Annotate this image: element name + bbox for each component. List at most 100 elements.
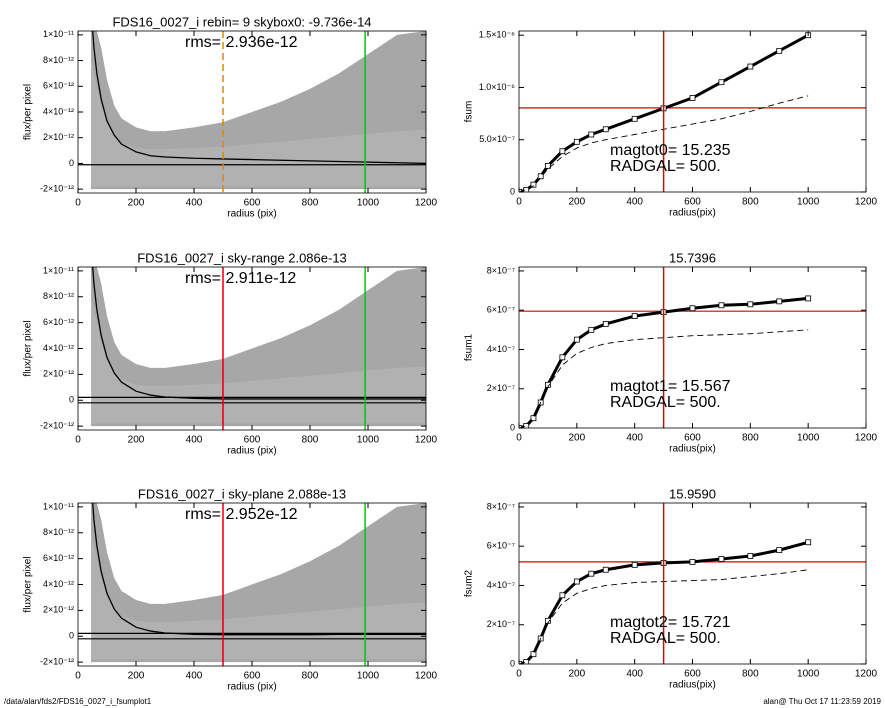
- annotation: magtot0= 15.235: [610, 142, 731, 159]
- square-marker: [747, 63, 754, 70]
- x-tick-label: 0: [75, 671, 81, 682]
- scatter-band: [91, 296, 426, 424]
- square-marker: [530, 415, 537, 422]
- annotation: RADGAL= 500.: [610, 394, 721, 411]
- scatter-band: [91, 60, 426, 187]
- x-tick-label: 600: [244, 435, 261, 446]
- square-marker: [631, 115, 638, 122]
- x-tick-label: 0: [75, 198, 81, 209]
- square-marker: [588, 570, 595, 577]
- y-tick-label: 1×10⁻¹¹: [43, 501, 74, 511]
- x-tick-label: 0: [516, 433, 522, 444]
- plot-area: [78, 31, 426, 193]
- square-marker: [776, 47, 783, 54]
- y-tick-label: 4×10⁻¹²: [43, 579, 74, 589]
- x-tick-label: 1000: [357, 671, 380, 682]
- square-marker: [559, 592, 566, 599]
- y-tick-label: 1.5×10⁻⁶: [479, 30, 516, 40]
- square-marker: [523, 423, 530, 428]
- annotation: RADGAL= 500.: [610, 630, 721, 647]
- y-tick-label: 8×10⁻¹²: [43, 55, 74, 65]
- chart-title: FDS16_0027_i rebin= 9 skybox0: -9.736e-1…: [112, 14, 371, 29]
- square-marker: [573, 578, 580, 585]
- y-axis-label: flux/per pixel: [23, 320, 34, 376]
- x-tick-label: 0: [75, 435, 81, 446]
- y-tick-label: 8×10⁻¹²: [43, 527, 74, 537]
- y-tick-label: 5.0×10⁻⁷: [479, 134, 515, 144]
- x-tick-label: 400: [626, 669, 643, 680]
- x-tick-label: 200: [128, 671, 145, 682]
- square-marker: [776, 547, 783, 554]
- y-tick-label: 2×10⁻⁷: [487, 619, 515, 629]
- square-marker: [588, 131, 595, 138]
- square-marker: [718, 302, 725, 309]
- square-marker: [523, 187, 530, 192]
- y-tick-label: -2×10⁻¹²: [40, 656, 74, 666]
- x-tick-label: 600: [684, 433, 701, 444]
- x-tick-label: 400: [626, 433, 643, 444]
- y-axis-label: fsum1: [464, 333, 475, 361]
- square-marker: [631, 313, 638, 319]
- annotation: RADGAL= 500.: [610, 158, 721, 175]
- y-tick-label: 1×10⁻¹¹: [43, 265, 74, 275]
- y-tick-label: 0: [510, 422, 515, 432]
- y-tick-label: 0: [69, 631, 74, 641]
- y-tick-label: 1×10⁻¹¹: [43, 29, 74, 39]
- y-tick-label: 6×10⁻¹²: [43, 553, 74, 563]
- y-tick-label: 4×10⁻¹²: [43, 106, 74, 116]
- plot-area: [78, 267, 426, 430]
- square-marker: [689, 95, 696, 101]
- chart-title: 15.7396: [669, 250, 716, 265]
- series-line: [519, 329, 809, 428]
- x-axis-label: radius(pix): [669, 680, 716, 691]
- x-tick-label: 400: [186, 435, 203, 446]
- x-tick-label: 800: [302, 671, 319, 682]
- series-line: [519, 95, 809, 192]
- series-line: [519, 33, 809, 192]
- y-tick-label: 0: [69, 395, 74, 405]
- square-marker: [523, 659, 530, 664]
- x-tick-label: 800: [742, 433, 759, 444]
- square-marker: [747, 301, 754, 308]
- y-axis-label: fsum: [464, 101, 475, 123]
- x-tick-label: 200: [128, 198, 145, 209]
- series-line: [92, 31, 426, 165]
- y-tick-label: 8×10⁻⁷: [487, 265, 515, 275]
- x-tick-label: 800: [742, 197, 759, 208]
- y-tick-label: 2×10⁻¹²: [43, 369, 74, 379]
- y-tick-label: 0: [510, 186, 515, 196]
- square-marker: [631, 561, 638, 568]
- series-line: [519, 569, 809, 664]
- x-tick-label: 600: [684, 669, 701, 680]
- series-line: [92, 267, 426, 400]
- annotation: rms= 2.952e-12: [185, 506, 298, 523]
- x-tick-label: 600: [244, 198, 261, 209]
- x-tick-label: 1200: [415, 198, 438, 209]
- chart-title: 15.9590: [669, 486, 716, 501]
- square-marker: [519, 425, 522, 428]
- y-tick-label: 6×10⁻¹²: [43, 81, 74, 91]
- y-tick-label: 6×10⁻¹²: [43, 317, 74, 327]
- x-axis-label: radius (pix): [227, 209, 276, 220]
- square-marker: [718, 79, 725, 86]
- x-tick-label: 800: [742, 669, 759, 680]
- plot-area: [519, 31, 866, 192]
- series-line: [519, 540, 809, 664]
- x-tick-label: 600: [684, 197, 701, 208]
- square-marker: [530, 181, 537, 188]
- square-marker: [537, 173, 544, 180]
- y-tick-label: 0: [510, 658, 515, 668]
- y-tick-label: 0: [69, 158, 74, 168]
- chart-title: FDS16_0027_i sky-range 2.086e-13: [137, 250, 347, 265]
- chart-title: FDS16_0027_i sky-plane 2.088e-13: [138, 486, 346, 501]
- square-marker: [602, 126, 609, 133]
- x-tick-label: 1000: [797, 433, 820, 444]
- y-tick-label: 2×10⁻⁷: [487, 383, 515, 393]
- x-tick-label: 600: [244, 671, 261, 682]
- plot-area: [519, 503, 866, 664]
- x-tick-label: 1200: [855, 669, 878, 680]
- square-marker: [519, 189, 522, 192]
- footer-right: alan@ Thu Oct 17 11:23:59 2019: [763, 697, 881, 706]
